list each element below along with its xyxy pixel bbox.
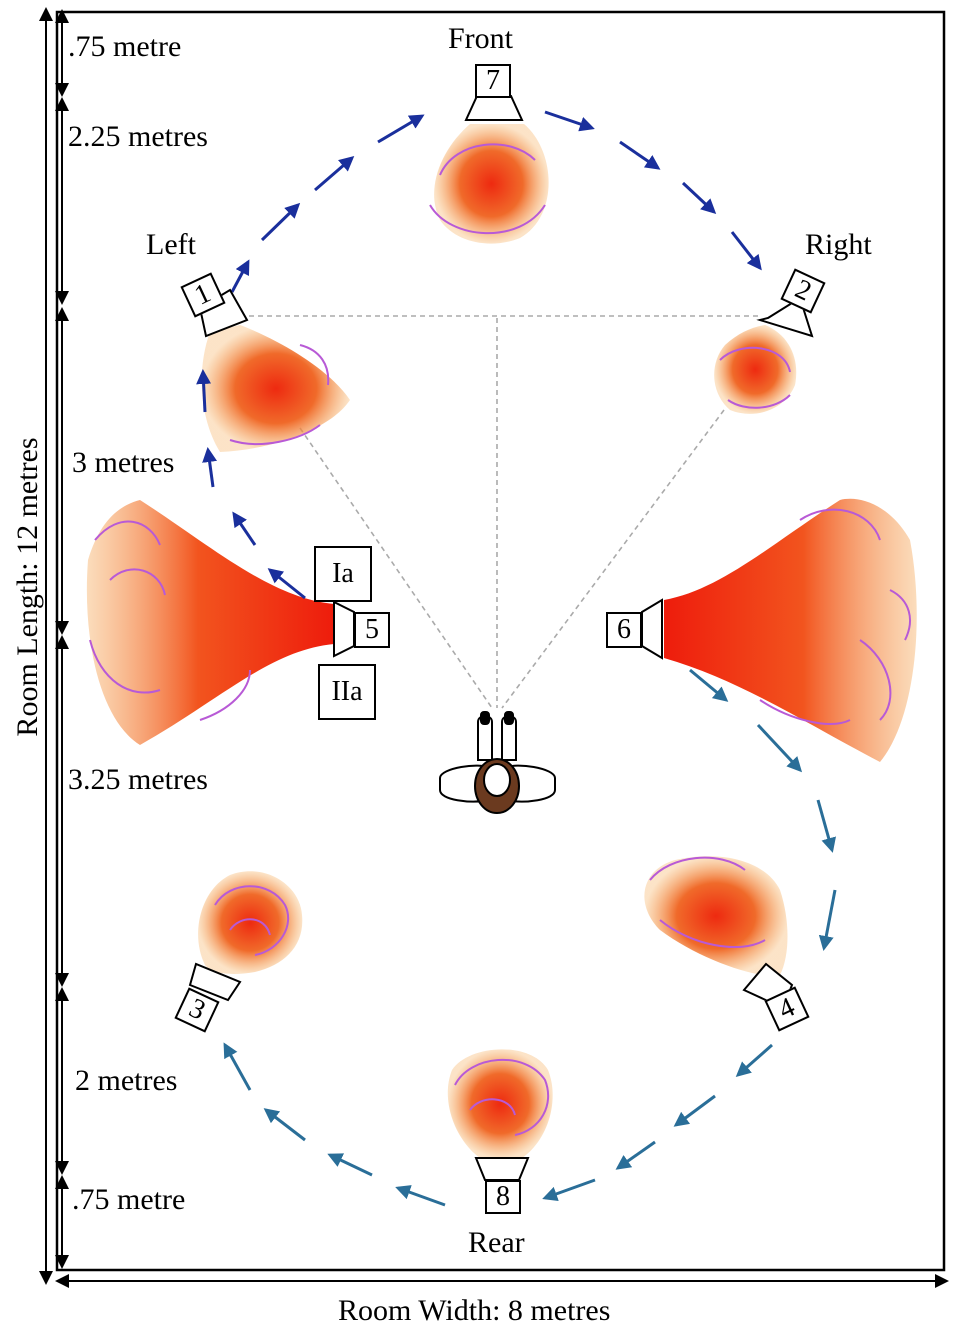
sound-cone-5 bbox=[86, 500, 334, 745]
segment-label-rear-to-back: 2 metres bbox=[75, 1064, 178, 1097]
sound-burst-left bbox=[201, 325, 350, 452]
speaker-6: 6 bbox=[606, 612, 642, 648]
sound-burst-right bbox=[714, 325, 797, 414]
direction-label-right: Right bbox=[805, 228, 872, 261]
position-box-iia: IIa bbox=[318, 664, 376, 720]
front-arrow-path bbox=[196, 110, 762, 600]
speaker-5: 5 bbox=[354, 612, 390, 648]
segment-label-front-to-left: 2.25 metres bbox=[68, 120, 208, 153]
sound-burst-front bbox=[429, 124, 549, 244]
segment-label-front-wall: .75 metre bbox=[68, 30, 182, 63]
sound-burst-rear bbox=[447, 1049, 553, 1158]
segment-label-left-to-side: 3 metres bbox=[72, 446, 175, 479]
direction-label-front: Front bbox=[448, 22, 514, 55]
direction-label-rear: Rear bbox=[468, 1226, 525, 1259]
sound-cone-6 bbox=[664, 498, 917, 762]
room-length-label: Room Length: 12 metres bbox=[11, 437, 44, 737]
direction-label-left: Left bbox=[146, 228, 196, 261]
rear-arrow-path bbox=[223, 668, 837, 1207]
sound-burst-4 bbox=[644, 856, 788, 976]
segment-label-rear-wall: .75 metre bbox=[72, 1183, 186, 1216]
room-width-label: Room Width: 8 metres bbox=[338, 1294, 611, 1327]
segment-label-side-to-rear: 3.25 metres bbox=[68, 763, 208, 796]
position-box-ia: Ia bbox=[314, 546, 372, 602]
sound-burst-3 bbox=[198, 871, 303, 974]
listener-figure bbox=[439, 711, 556, 814]
speaker-7: 7 bbox=[475, 64, 511, 98]
listening-guide-lines bbox=[240, 315, 760, 709]
speaker-8: 8 bbox=[485, 1180, 521, 1214]
